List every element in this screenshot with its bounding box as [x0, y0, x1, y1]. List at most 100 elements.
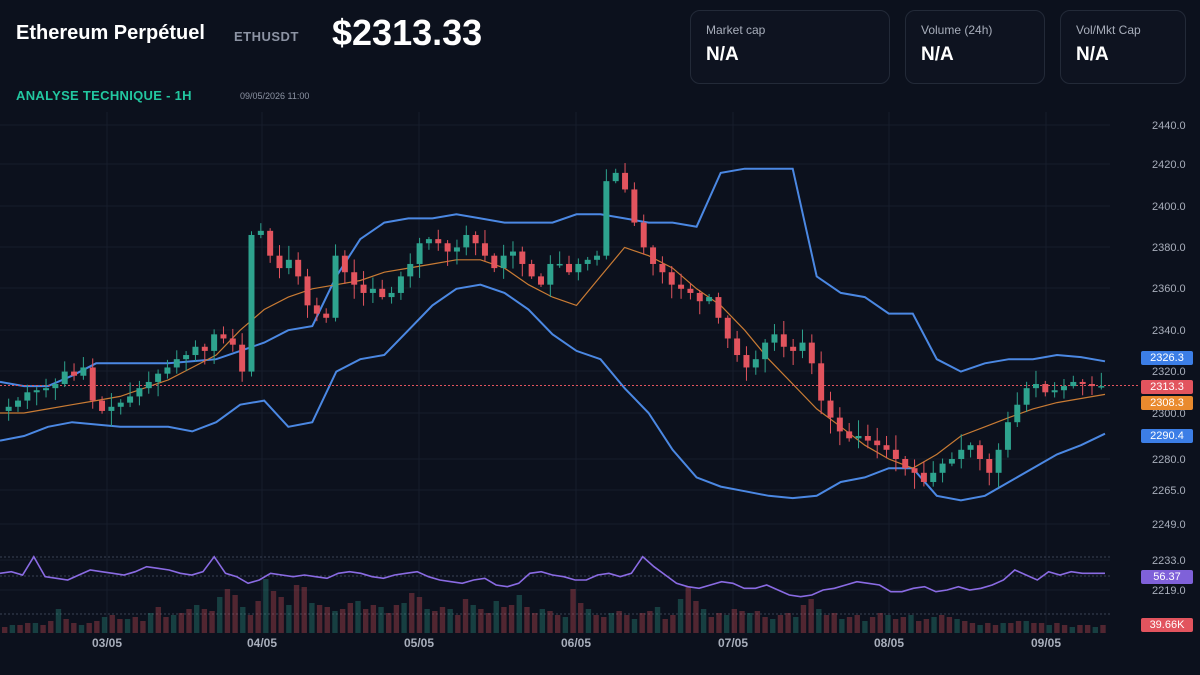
volume-bar [324, 607, 330, 633]
volume-bar [1015, 621, 1022, 633]
candle-body [80, 367, 87, 376]
candle-body [547, 263, 554, 285]
bullish-candle [173, 350, 180, 374]
volume-bar [831, 613, 837, 633]
volume-bar [570, 589, 576, 633]
bullish-candle [117, 399, 124, 415]
volume-bar [155, 607, 161, 633]
volume-bar [962, 621, 968, 633]
bullish-candle [958, 434, 965, 469]
candle-body [397, 276, 404, 293]
bullish-candle [136, 380, 143, 406]
bearish-candle [229, 328, 236, 352]
volume-bar [585, 609, 592, 633]
bullish-candle [939, 458, 946, 483]
bearish-candle [1079, 379, 1086, 396]
volume-bar [240, 607, 246, 633]
bollinger-bands [0, 167, 1140, 502]
bearish-candle [472, 231, 479, 256]
bullish-candle [155, 369, 162, 397]
volume-bar [263, 579, 269, 633]
bullish-candle [594, 250, 601, 266]
x-axis-tick-label: 07/05 [718, 636, 748, 650]
candle-body [89, 367, 96, 401]
volume-bar [432, 611, 438, 633]
volume-bar [316, 605, 323, 633]
x-axis-tick-label: 08/05 [874, 636, 904, 650]
bearish-candle [846, 423, 853, 442]
volume-bar [808, 599, 814, 633]
volume-bar [693, 601, 699, 633]
volume-bar [624, 615, 630, 633]
bearish-candle [566, 255, 572, 275]
volume-bar [117, 619, 123, 633]
volume-bar [846, 617, 853, 633]
volume-bar [915, 621, 922, 633]
volume-bar [393, 605, 400, 633]
bullish-candle [556, 251, 563, 268]
volume-bar [969, 623, 976, 633]
candle-body [762, 342, 769, 360]
volume-bar [992, 625, 999, 633]
volume-bar [370, 605, 377, 633]
candle-body [425, 239, 432, 244]
volume-bar [854, 615, 860, 633]
upper-band-line [0, 167, 1106, 388]
volume-bar [1092, 627, 1099, 633]
candle-body [864, 436, 871, 441]
candle-body [799, 342, 806, 351]
candle-body [650, 247, 657, 264]
bullish-candle [164, 359, 171, 379]
bearish-candle [201, 343, 208, 365]
volume-bar [63, 619, 69, 633]
bullish-candle [127, 382, 134, 408]
bearish-candle [304, 268, 311, 318]
candle-body [808, 342, 815, 364]
bullish-candle [612, 168, 619, 184]
volume-bar [816, 609, 822, 633]
analysis-label: ANALYSE TECHNIQUE - 1H [16, 88, 192, 103]
volume-bar [1008, 623, 1014, 633]
candle-body [743, 355, 750, 368]
candle-body [407, 263, 414, 277]
upper-band-tag: 2326.3 [1141, 351, 1193, 365]
bearish-candle [239, 333, 246, 382]
candle-body [99, 400, 106, 411]
bullish-candle [547, 255, 554, 298]
bearish-candle [986, 453, 993, 486]
candle-body [687, 288, 694, 293]
volume-bar [1100, 625, 1106, 633]
candle-body [939, 463, 946, 473]
candle-body [481, 243, 488, 256]
volume-bar [232, 595, 238, 633]
bearish-candle [874, 427, 881, 459]
volume-bar [1054, 623, 1060, 633]
candle-body [239, 344, 246, 372]
volume-bar [923, 619, 930, 633]
volume-bar [1069, 627, 1075, 633]
volume-bar [708, 617, 714, 633]
volume-bar [723, 615, 730, 633]
bearish-candle [71, 363, 78, 381]
volume-bar [293, 585, 300, 633]
asset-symbol: ETHUSDT [234, 29, 299, 44]
bearish-candle [668, 265, 675, 299]
bullish-candle [706, 293, 713, 305]
volume-bar [55, 609, 62, 633]
volume-bar [332, 611, 338, 633]
bearish-candle [734, 330, 741, 362]
candle-body [575, 263, 582, 273]
volume-bar [539, 609, 546, 633]
price-chart[interactable]: 2440.0 2420.0 2400.0 2380.0 2360.0 2340.0 2320… [0, 112, 1200, 675]
candle-body [911, 468, 918, 473]
bullish-candle [211, 329, 218, 364]
candle-body [920, 472, 927, 482]
volume-bar [48, 621, 54, 633]
candle-body [229, 338, 236, 345]
candle-body [874, 440, 881, 446]
bullish-candle [192, 340, 199, 362]
bullish-candle [15, 397, 21, 412]
candle-body [612, 172, 619, 182]
x-axis: 03/05 04/05 05/05 06/05 07/05 08/05 09/05 [92, 636, 1061, 650]
x-axis-tick-label: 05/05 [404, 636, 434, 650]
